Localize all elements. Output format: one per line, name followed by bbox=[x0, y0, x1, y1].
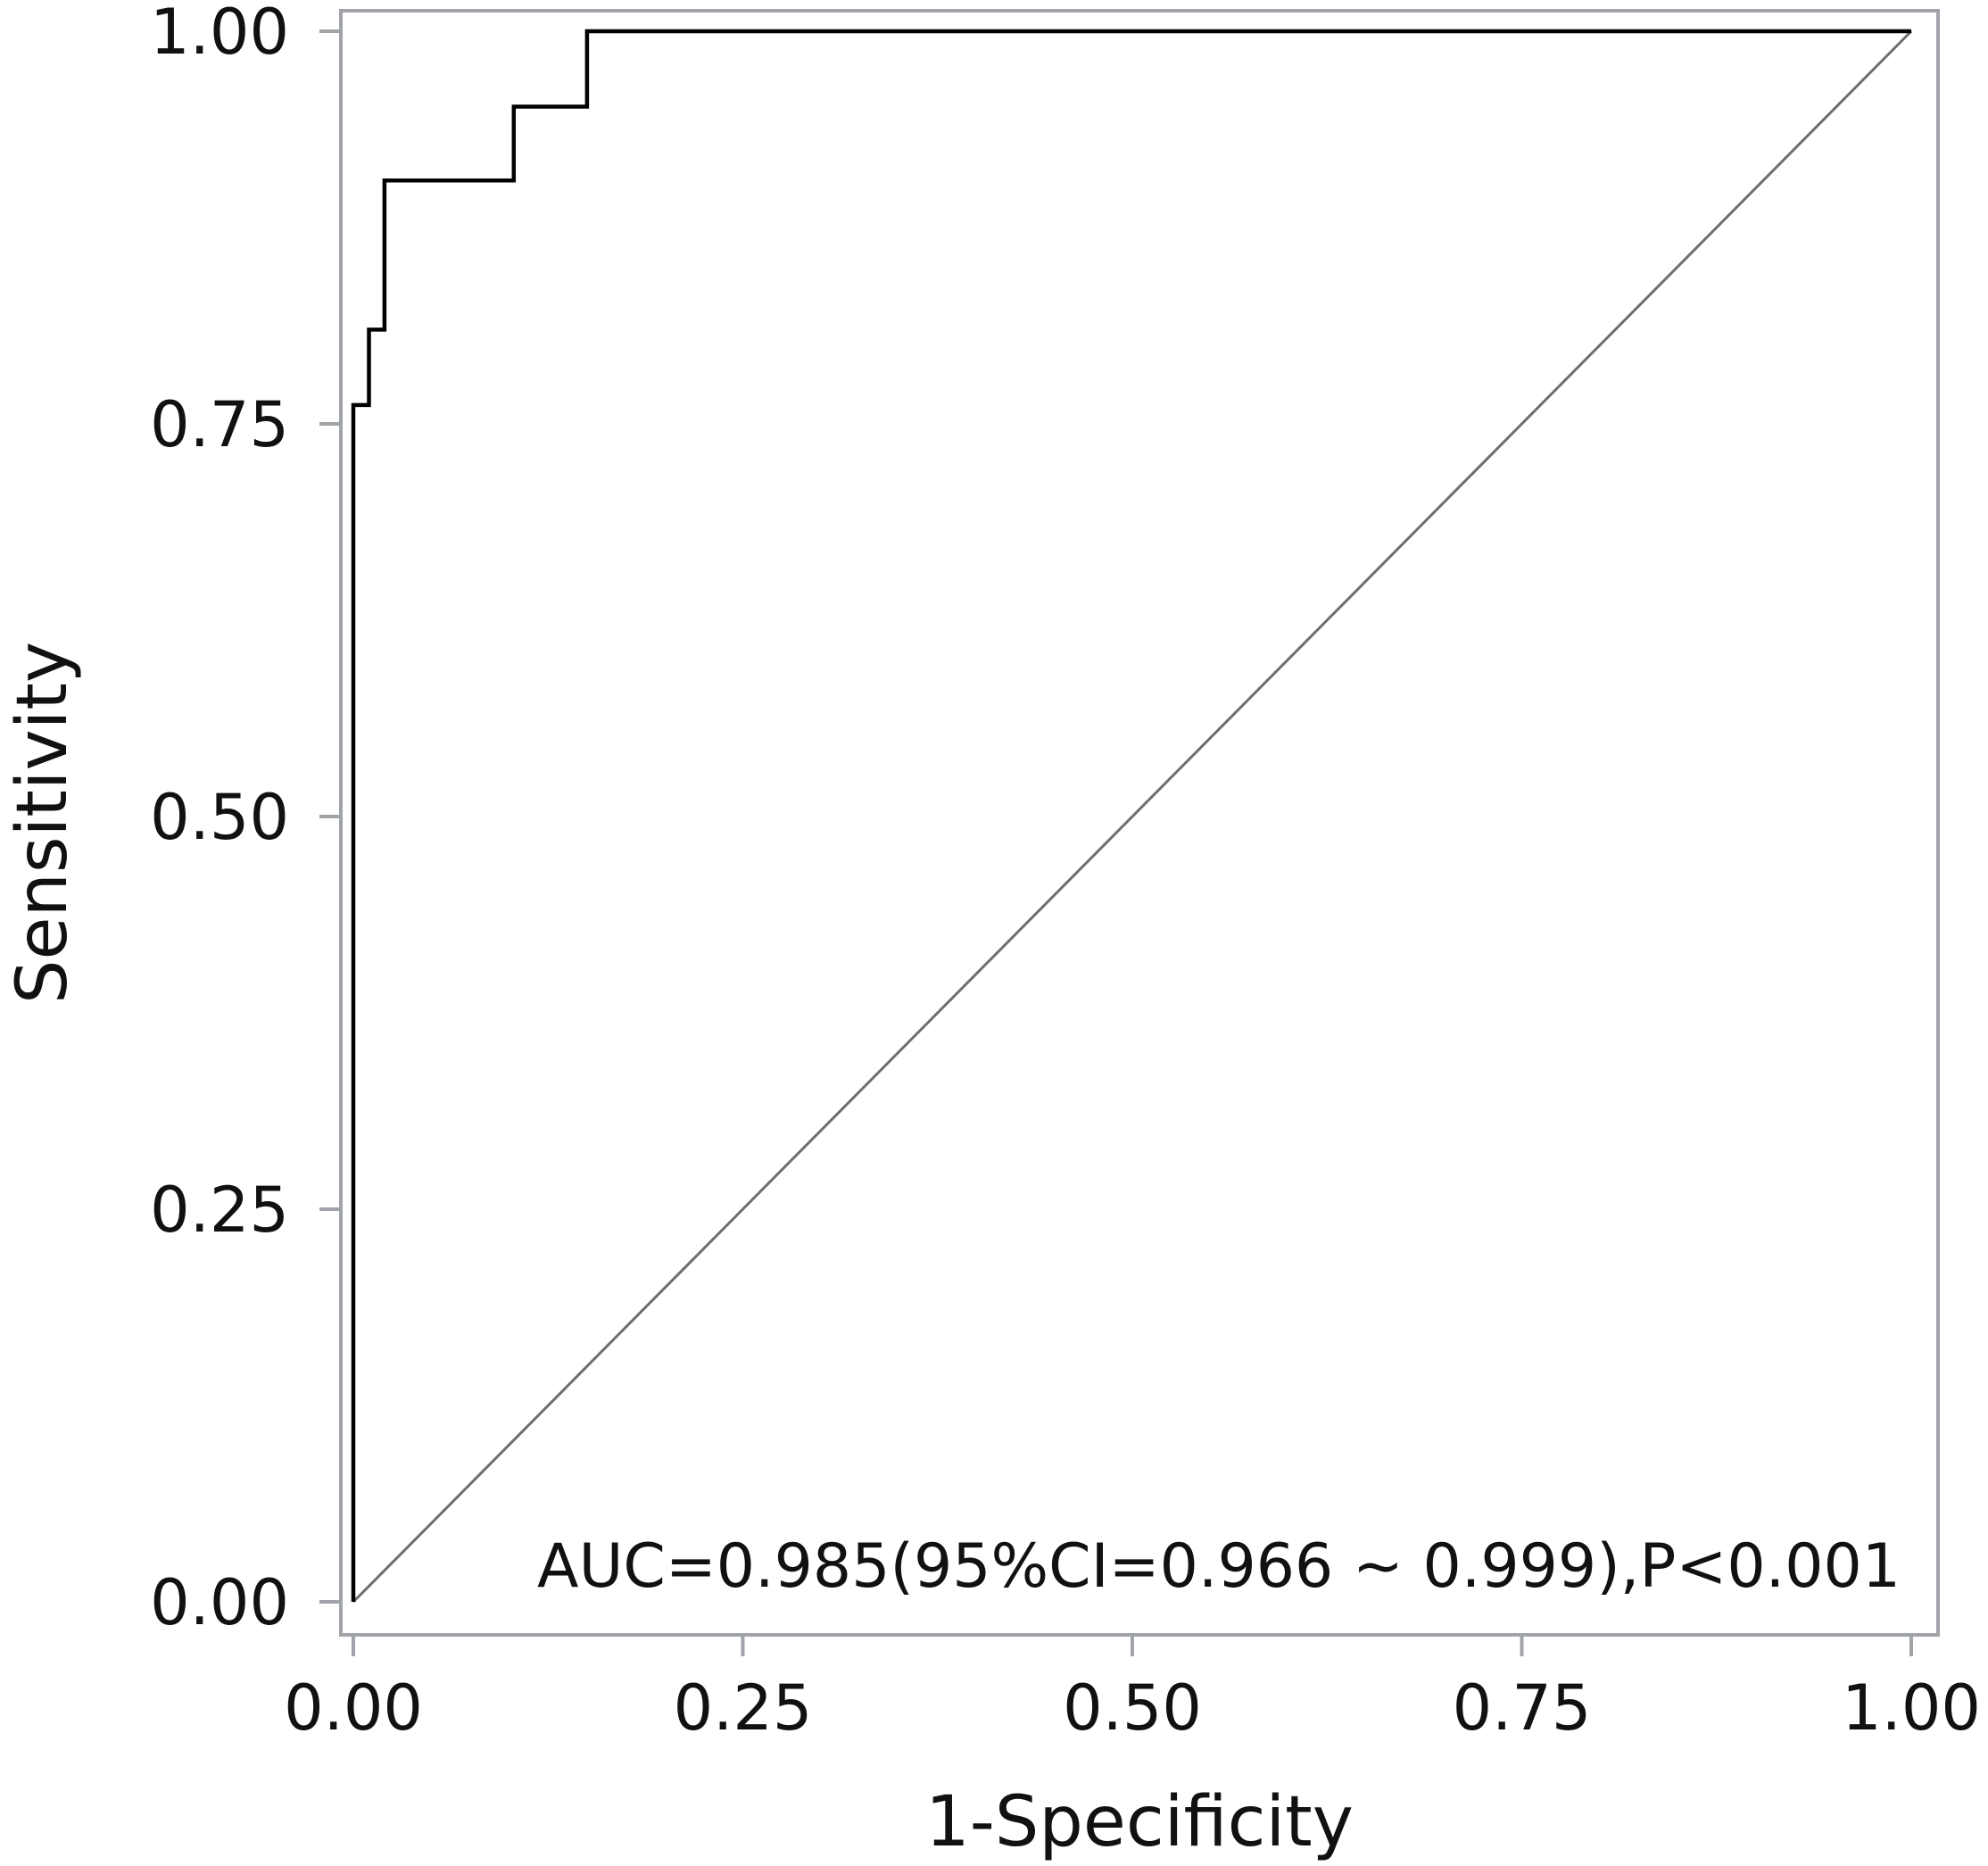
auc-annotation: AUC=0.985(95%CI=0.966 ~ 0.999),P<0.001 bbox=[537, 1531, 1901, 1602]
series-layer bbox=[351, 29, 1911, 1602]
roc-curve bbox=[351, 29, 1911, 1602]
x-tick-label: 0.00 bbox=[284, 1671, 423, 1745]
y-tick-label: 0.00 bbox=[150, 1566, 289, 1639]
reference-line-layer bbox=[352, 29, 1913, 1604]
y-tick-label: 0.25 bbox=[150, 1174, 289, 1247]
y-tick-label: 0.50 bbox=[150, 781, 289, 854]
x-tick-label: 0.75 bbox=[1453, 1671, 1592, 1745]
reference-diagonal bbox=[352, 29, 1913, 1604]
x-axis: 0.00 0.25 0.50 0.75 1.00 bbox=[284, 1635, 1981, 1745]
x-axis-label: 1-Specificity bbox=[925, 1782, 1354, 1862]
x-tick-label: 0.50 bbox=[1063, 1671, 1202, 1745]
x-tick-label: 0.25 bbox=[674, 1671, 813, 1745]
y-tick-label: 0.75 bbox=[150, 388, 289, 461]
y-axis: 0.00 0.25 0.50 0.75 1.00 bbox=[150, 0, 341, 1639]
y-tick-label: 1.00 bbox=[150, 0, 289, 69]
y-axis-label: Sensitivity bbox=[3, 642, 83, 1004]
plot-frame bbox=[339, 9, 1940, 1637]
x-tick-label: 1.00 bbox=[1842, 1671, 1981, 1745]
